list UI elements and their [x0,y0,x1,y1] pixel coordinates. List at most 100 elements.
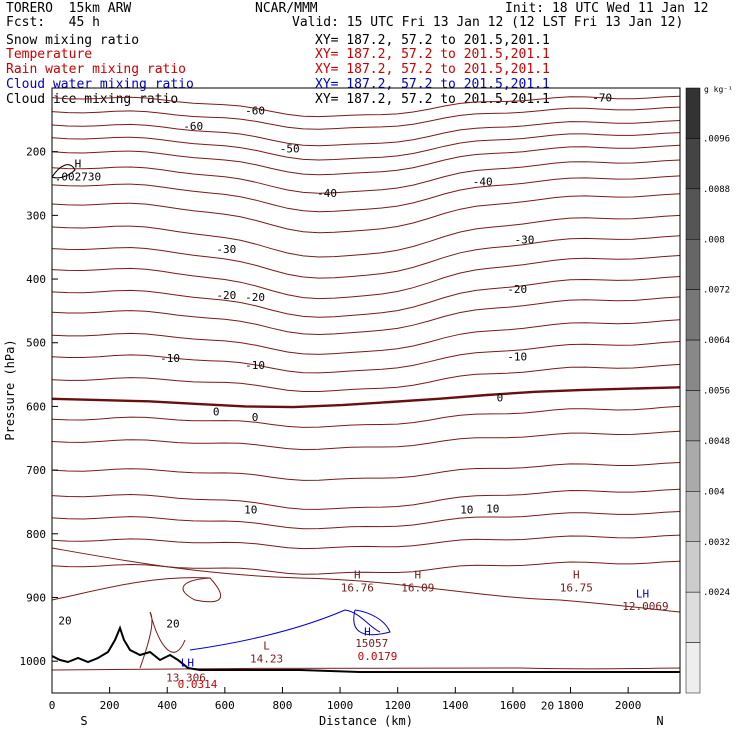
y-tick-label: 800 [26,528,46,541]
x-tick-label: 0 [49,699,56,712]
extremum-value: 16.09 [401,581,434,594]
field-coords-cloud-ice: XY= 187.2, 57.2 to 201.5,201.1 [315,92,550,107]
isotherm-label: 10 [460,504,473,517]
isotherm-label: 10 [486,502,499,515]
overlap-label: 12.0069 [622,600,668,613]
field-coords-rain: XY= 187.2, 57.2 to 201.5,201.1 [315,62,550,77]
extrema-markers: H16.76H16.09H16.75L14.23H.002730LH13.306… [55,158,669,691]
isotherm-label: 0 [213,406,220,419]
freezing-level-line [51,386,681,409]
colorbar-tick-label: .0096 [703,134,730,144]
y-tick-label: 700 [26,464,46,477]
isotherm-line [51,462,681,481]
x-tick-label: 600 [215,699,235,712]
extremum-marker: H [354,568,361,581]
snow-contour [51,164,76,179]
extremum-marker: H [75,158,82,171]
extremum-value: 16.75 [560,581,593,594]
isotherm-line [51,255,681,300]
colorbar-tick-label: .0024 [703,588,730,598]
y-tick-label: 500 [26,337,46,350]
colorbar-tick-label: .004 [703,487,725,497]
isotherm-line [51,106,681,130]
extremum-marker: H [573,568,580,581]
field-name-temperature: Temperature [6,47,93,62]
isotherm-label: -20 [216,289,236,302]
isotherm-line [51,276,681,318]
isotherm-label: 0 [252,411,259,424]
extremum-value: 16.76 [341,581,374,594]
y-tick-label: 1000 [20,655,47,668]
y-tick-label: 200 [26,146,46,159]
isotherm-contours [51,95,681,671]
overlap-label: LH [181,656,194,669]
x-axis-label: Distance (km) [319,714,413,728]
isotherm-label: 20 [166,618,179,631]
isotherm-line [51,667,681,671]
isotherm-label: 10 [244,504,257,517]
isotherm-label: -10 [245,359,265,372]
extremum-value: .002730 [55,171,101,184]
valid-time: Valid: 15 UTC Fri 13 Jan 12 (12 LST Fri … [292,15,684,30]
x-tick-label: 800 [273,699,293,712]
isotherm-line [51,319,681,355]
isotherm-line [51,488,681,510]
center-label: NCAR/MMM [255,1,318,16]
x-tick-label: 1000 [327,699,354,712]
isotherm-label: -20 [245,291,265,304]
isotherm-line [51,363,681,392]
isotherm-label: -40 [473,176,493,189]
isotherm-label: -30 [515,234,535,247]
init-time: Init: 18 UTC Wed 11 Jan 12 [505,1,709,16]
colorbar-tick-label: .0072 [703,286,730,296]
colorbar-swatch [685,541,701,593]
isotherm-line [51,296,681,336]
overlap-label: 15057 [355,637,388,650]
model-title: TORERO 15km ARW [6,1,132,16]
colorbar-swatch [685,138,701,190]
isotherm-label: -60 [245,104,265,117]
colorbar-tick-label: .0032 [703,538,730,548]
extremum-value: 14.23 [250,653,283,666]
colorbar-tick-label: .0048 [703,437,730,447]
isotherm-line [51,214,681,258]
overlap-label: 0.0179 [358,650,398,663]
direction-north: N [656,714,663,728]
isotherm-label: -40 [317,187,337,200]
isotherm-label: -30 [216,243,236,256]
extremum-marker: H [415,568,422,581]
colorbar-swatch [685,339,701,391]
x-tick-label: 200 [100,699,120,712]
isotherm-line [51,132,681,161]
isotherm-line [51,235,681,279]
y-tick-label: 400 [26,273,46,286]
overlap-label: 0.0314 [178,678,218,691]
overlap-label: 13.306 [166,672,206,685]
isotherm-line [51,95,681,118]
isotherm-label: -10 [160,352,180,365]
isotherm-line [51,405,681,428]
isotherm-line [51,430,681,451]
x-tick-label: 400 [157,699,177,712]
x-tick-label: 1600 [500,699,527,712]
cloud-water-line [353,609,391,636]
field-coords-snow: XY= 187.2, 57.2 to 201.5,201.1 [315,33,550,48]
y-tick-label: 300 [26,209,46,222]
x-tick-label: 2000 [615,699,642,712]
colorbar: .0096 .0088 .008 .0072 .0064 .0056 .0048 .004 .0… [685,87,730,694]
x-axis: 0 200 400 600 800 1000 1200 1400 1600 1800 2000 [49,687,642,712]
direction-south: S [80,714,87,728]
isotherm-line [51,144,681,176]
isotherm-line [51,577,222,603]
isotherm-line [51,120,681,147]
overlap-label: LH [636,587,649,600]
field-name-snow: Snow mixing ratio [6,33,140,48]
y-axis: 200 300 400 500 600 700 800 900 1000 [20,146,58,668]
terrain-line [51,625,680,673]
isotherm-label: 20 [58,614,71,627]
colorbar-swatch [685,239,701,290]
contour-labels: -70 -60 -60 -50 -40 -40 -30 -30 -20 -20 -20 -10 -10 -… [58,92,612,713]
colorbar-swatch [685,188,701,240]
isotherm-line [139,611,186,669]
colorbar-swatch [685,440,701,492]
